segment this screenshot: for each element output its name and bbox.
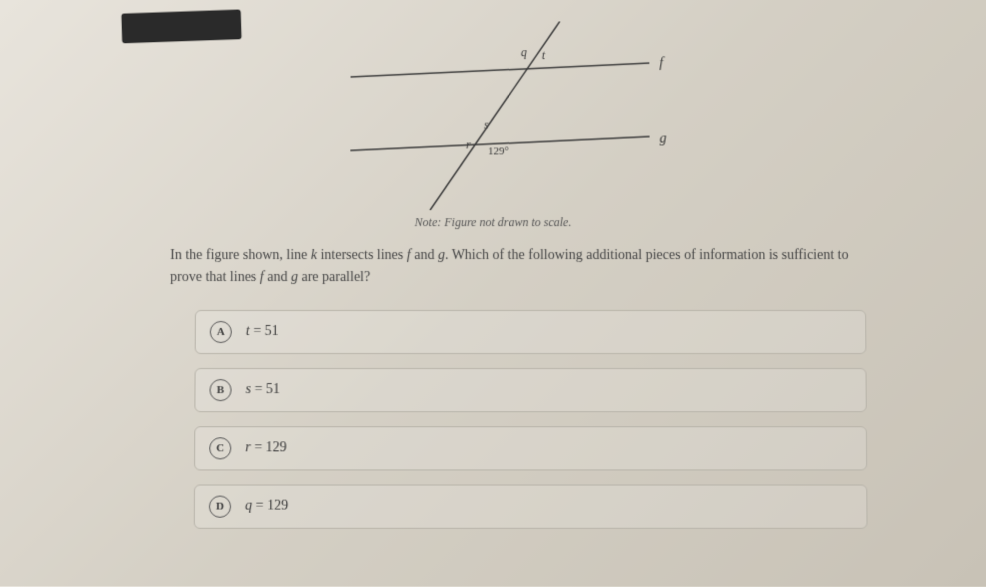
line-f — [351, 63, 650, 77]
option-num-b: 51 — [266, 382, 280, 397]
option-value-a: t = 51 — [246, 324, 279, 340]
page-header-decoration — [121, 9, 241, 43]
q-and2: and — [264, 270, 291, 285]
option-num-c: 129 — [266, 440, 287, 455]
angle-r: r — [466, 137, 471, 151]
option-b[interactable]: B s = 51 — [194, 368, 866, 412]
option-d[interactable]: D q = 129 — [194, 485, 868, 529]
angle-s: s — [484, 118, 489, 132]
label-f: f — [659, 56, 665, 71]
angle-q: q — [521, 45, 527, 59]
q-part2: intersects lines — [317, 248, 407, 263]
option-value-d: q = 129 — [245, 499, 288, 515]
options-container: A t = 51 B s = 51 C r = 129 D q = 129 — [194, 310, 868, 543]
option-eq-c: = — [251, 440, 266, 455]
option-eq-d: = — [252, 499, 267, 514]
option-eq-a: = — [250, 324, 265, 339]
option-a[interactable]: A t = 51 — [195, 310, 867, 354]
q-end: are parallel? — [298, 270, 370, 285]
question-text: In the figure shown, line k intersects l… — [170, 245, 876, 290]
figure-svg: f g q t s r 129° — [320, 21, 719, 210]
q-g2: g — [291, 270, 298, 285]
q-part1: In the figure shown, line — [170, 248, 311, 263]
option-c[interactable]: C r = 129 — [194, 426, 867, 470]
label-g: g — [660, 132, 667, 147]
option-var-d: q — [245, 499, 252, 514]
option-letter-c: C — [209, 437, 231, 459]
option-num-a: 51 — [265, 324, 279, 339]
line-k — [430, 21, 560, 210]
angle-given: 129° — [488, 145, 509, 157]
geometry-figure: f g q t s r 129° — [320, 21, 719, 210]
angle-t: t — [542, 48, 546, 62]
option-num-d: 129 — [267, 499, 288, 514]
option-letter-a: A — [210, 321, 232, 343]
figure-note: Note: Figure not drawn to scale. — [415, 215, 572, 230]
q-and1: and — [411, 248, 438, 263]
option-eq-b: = — [251, 382, 266, 397]
option-letter-d: D — [209, 496, 231, 518]
q-g: g — [438, 248, 445, 263]
option-value-b: s = 51 — [246, 382, 280, 398]
option-value-c: r = 129 — [245, 440, 287, 456]
option-letter-b: B — [209, 379, 231, 401]
